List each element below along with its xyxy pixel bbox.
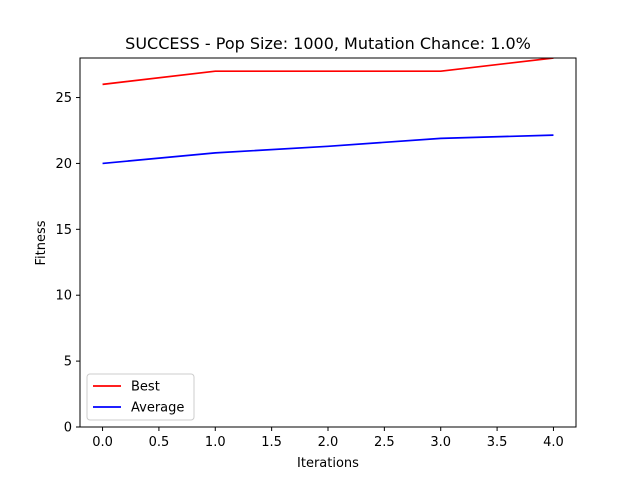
- y-tick-label: 15: [55, 223, 72, 238]
- chart-title: SUCCESS - Pop Size: 1000, Mutation Chanc…: [125, 34, 531, 53]
- legend-label-best: Best: [131, 380, 160, 395]
- x-tick-label: 0.5: [149, 435, 170, 450]
- x-tick-label: 0.0: [92, 435, 113, 450]
- series-line-average: [102, 134, 554, 165]
- legend: Best Average: [86, 373, 195, 421]
- x-tick-label: 3.0: [430, 435, 451, 450]
- x-tick-label: 3.5: [487, 435, 508, 450]
- y-tick-label: 20: [55, 157, 72, 172]
- y-tick-label: 5: [64, 355, 72, 370]
- x-tick-label: 2.5: [374, 435, 395, 450]
- series-line-best: [102, 58, 554, 86]
- x-tick-label: 2.0: [318, 435, 339, 450]
- y-tick-label: 10: [55, 289, 72, 304]
- legend-label-average: Average: [131, 401, 184, 416]
- y-axis-title: Fitness: [34, 220, 49, 265]
- x-tick-label: 4.0: [543, 435, 564, 450]
- x-axis-title: Iterations: [297, 456, 359, 471]
- x-tick-label: 1.5: [261, 435, 282, 450]
- plot-area: 0.0 0.5 1.0 1.5 2.0 2.5 3.0 3.5 4.0 0 5 10 15 20 25: [55, 57, 577, 450]
- x-tick-label: 1.0: [205, 435, 226, 450]
- y-tick-label: 0: [64, 421, 72, 436]
- y-tick-label: 25: [55, 91, 72, 106]
